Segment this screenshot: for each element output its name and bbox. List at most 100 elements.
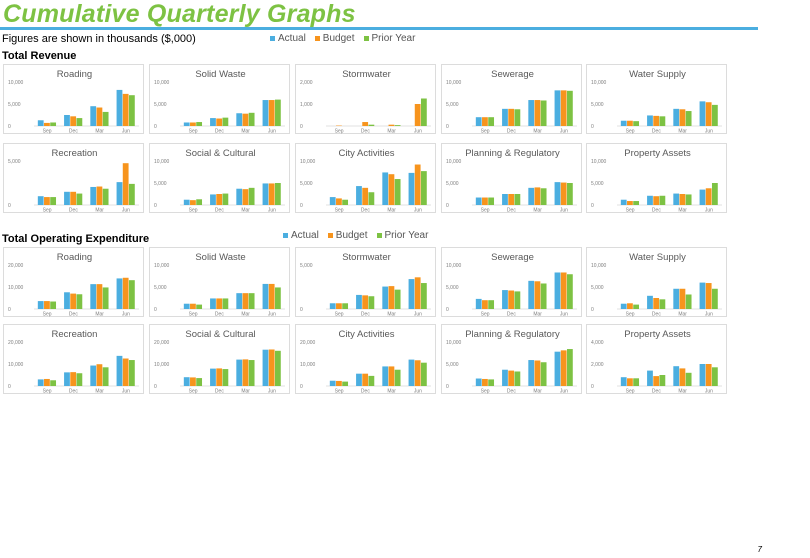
- bar-actual-sep: [37, 301, 44, 309]
- x-tick-label: Mar: [241, 129, 250, 135]
- bar-prior-year-jun: [566, 349, 573, 386]
- bar-actual-sep: [183, 122, 190, 126]
- bar-budget-dec: [362, 295, 369, 309]
- bar-prior-year-sep: [196, 122, 203, 126]
- x-tick-label: Jun: [414, 389, 422, 395]
- bar-actual-sep: [329, 303, 336, 309]
- bar-budget-jun: [122, 163, 129, 205]
- bar-budget-jun: [560, 90, 567, 126]
- bar-budget-jun: [122, 277, 129, 309]
- y-tick-label: 10,000: [154, 362, 170, 368]
- bar-budget-mar: [388, 174, 395, 205]
- x-tick-label: Sep: [43, 208, 52, 214]
- y-tick-label: 2,000: [591, 362, 604, 368]
- bar-prior-year-sep: [50, 197, 57, 205]
- x-tick-label: Jun: [414, 312, 422, 318]
- x-tick-label: Dec: [652, 129, 661, 135]
- bar-prior-year-mar: [248, 360, 255, 386]
- revenue-legend: Actual Budget Prior Year: [270, 33, 415, 44]
- chart-panel-rev-roading: Roading 0 5,000 10,000 Sep Dec Mar Jun: [3, 64, 144, 135]
- y-tick-label: 20,000: [300, 340, 316, 346]
- chart-svg-exp-sewerage: Sewerage 0 5,000 10,000 Sep Dec Mar Jun: [446, 252, 577, 318]
- bar-budget-mar: [388, 124, 395, 126]
- bar-prior-year-dec: [76, 294, 83, 309]
- bar-budget-sep: [482, 197, 488, 205]
- bar-budget-jun: [414, 104, 421, 126]
- x-tick-label: Mar: [533, 389, 542, 395]
- chart-svg-rev-solid-waste: Solid Waste 0 5,000 10,000 Sep Dec Mar Jun: [154, 69, 285, 135]
- bar-budget-sep: [190, 122, 196, 126]
- chart-svg-rev-city-activities: City Activities 0 5,000 10,000 Sep Dec Mar Jun: [300, 148, 431, 214]
- chart-panel-rev-property-assets: Property Assets 0 5,000 10,000 Sep Dec Mar Jun: [586, 143, 727, 214]
- bar-prior-year-mar: [540, 362, 547, 386]
- x-tick-label: Sep: [626, 129, 635, 135]
- chart-panel-rev-sewerage: Sewerage 0 5,000 10,000 Sep Dec Mar Jun: [441, 64, 582, 135]
- bar-actual-dec: [647, 195, 653, 205]
- section-title-expenditure: Total Operating Expenditure: [2, 233, 150, 245]
- legend-swatch: [363, 36, 369, 41]
- bar-actual-dec: [210, 194, 216, 205]
- page-number: 7: [757, 545, 762, 554]
- y-tick-label: 5,000: [8, 102, 21, 108]
- bar-actual-dec: [64, 191, 70, 205]
- x-tick-label: Mar: [387, 389, 396, 395]
- x-tick-label: Mar: [387, 312, 396, 318]
- x-tick-label: Dec: [507, 312, 516, 318]
- bar-prior-year-mar: [394, 125, 401, 126]
- x-tick-label: Jun: [268, 312, 276, 318]
- legend-swatch: [327, 233, 333, 238]
- y-tick-label: 0: [8, 384, 11, 390]
- bar-prior-year-jun: [420, 362, 427, 386]
- chart-title: Stormwater: [342, 69, 391, 80]
- y-tick-label: 10,000: [446, 80, 462, 86]
- bar-prior-year-sep: [488, 117, 495, 126]
- bar-actual-dec: [502, 194, 508, 205]
- y-tick-label: 5,000: [300, 181, 313, 187]
- bar-prior-year-mar: [685, 294, 692, 309]
- bar-budget-jun: [122, 93, 129, 126]
- bar-actual-jun: [554, 182, 561, 205]
- bar-budget-sep: [336, 303, 342, 309]
- y-tick-label: 10,000: [8, 80, 24, 86]
- chart-panel-rev-planning-regulatory: Planning & Regulatory 0 5,000 10,000 Sep Dec M…: [441, 143, 582, 214]
- bar-actual-jun: [699, 101, 706, 126]
- y-tick-label: 0: [8, 124, 11, 130]
- bar-actual-dec: [356, 294, 362, 309]
- chart-svg-rev-recreation: Recreation 0 5,000 Sep Dec Mar Jun: [8, 148, 139, 214]
- y-tick-label: 20,000: [8, 340, 24, 346]
- bar-actual-sep: [183, 303, 190, 309]
- x-tick-label: Dec: [652, 312, 661, 318]
- chart-title: Recreation: [52, 148, 98, 159]
- bar-prior-year-mar: [102, 287, 109, 309]
- bar-budget-dec: [70, 191, 77, 205]
- bar-budget-dec: [362, 122, 369, 126]
- bar-budget-sep: [482, 300, 488, 309]
- bar-actual-mar: [673, 288, 680, 309]
- y-tick-label: 10,000: [591, 159, 607, 165]
- legend-swatch: [283, 233, 288, 238]
- chart-title: Social & Cultural: [185, 148, 255, 159]
- x-tick-label: Sep: [43, 312, 52, 318]
- x-tick-label: Mar: [678, 208, 687, 214]
- bar-prior-year-dec: [222, 369, 229, 386]
- x-tick-label: Sep: [481, 389, 490, 395]
- bar-prior-year-dec: [659, 116, 666, 126]
- bar-actual-dec: [356, 373, 362, 386]
- bar-actual-jun: [262, 100, 269, 126]
- bar-actual-sep: [37, 120, 44, 126]
- bar-budget-mar: [679, 288, 686, 309]
- bar-budget-dec: [362, 373, 369, 386]
- x-tick-label: Jun: [414, 208, 422, 214]
- chart-panel-rev-city-activities: City Activities 0 5,000 10,000 Sep Dec Mar Jun: [295, 143, 436, 214]
- bar-prior-year-jun: [566, 90, 573, 126]
- bar-prior-year-jun: [711, 183, 718, 205]
- x-tick-label: Sep: [626, 312, 635, 318]
- x-tick-label: Sep: [43, 389, 52, 395]
- bar-prior-year-jun: [274, 350, 281, 386]
- bar-actual-dec: [647, 295, 653, 309]
- bar-prior-year-mar: [394, 289, 401, 309]
- bar-budget-dec: [653, 196, 660, 205]
- bar-budget-sep: [627, 201, 633, 205]
- bar-prior-year-sep: [342, 303, 349, 309]
- bar-actual-jun: [699, 364, 706, 386]
